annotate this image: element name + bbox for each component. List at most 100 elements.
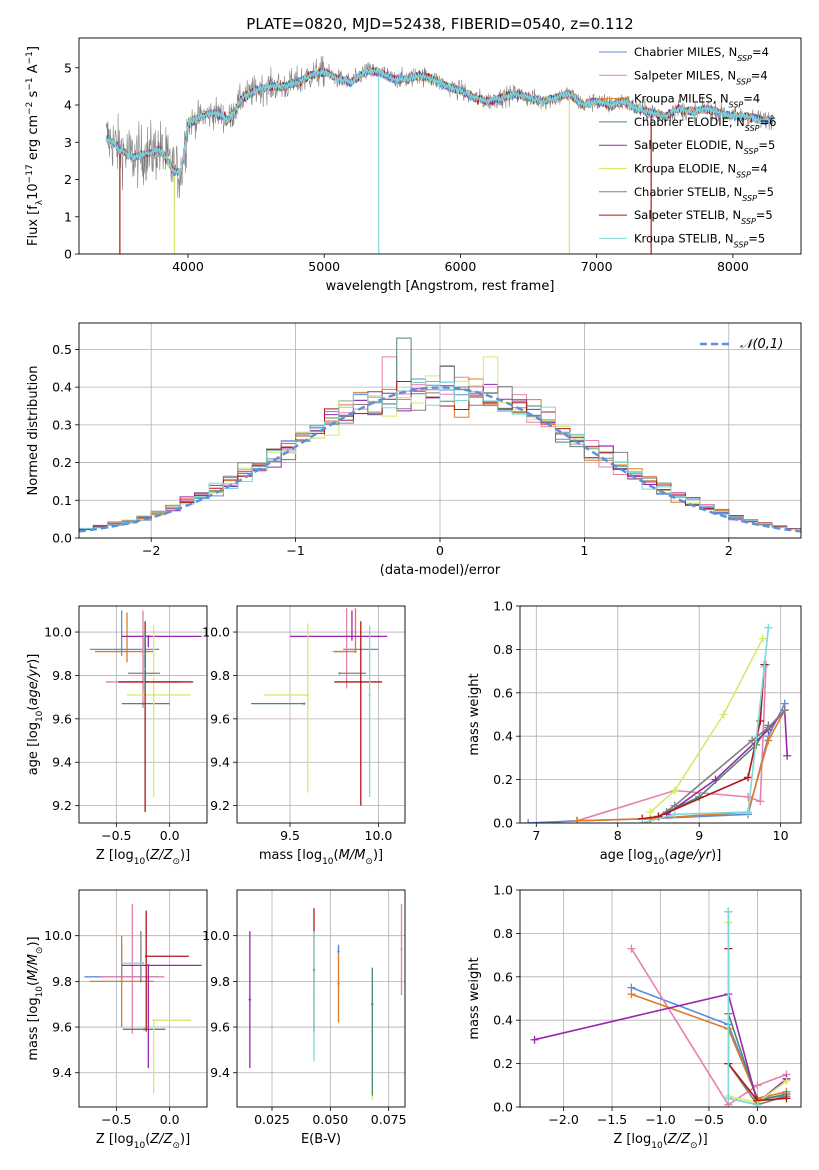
legend-label-salpeter_stelib: Salpeter STELIB, NSSP=5 [634, 208, 773, 226]
x-tick-label: 0.0 [160, 1112, 180, 1127]
y-axis-label: mass weight [467, 957, 482, 1039]
x-tick-label: 4000 [172, 259, 204, 274]
y-tick-label: 10.0 [202, 928, 230, 943]
weight-marker-kroupa_stelib [724, 1094, 733, 1103]
point-chabrier_elodie [303, 702, 306, 705]
chart-mass_vs_age: 9.5 10.0 9.2 9.4 9.6 9.8 10.0 mass [log10(M/M⊙)… [202, 605, 406, 867]
axes-frame [78, 605, 208, 824]
x-tick-label: 0.075 [371, 1112, 407, 1127]
point-kroupa_miles [120, 980, 123, 983]
point-chabrier_stelib [338, 672, 341, 675]
x-tick-label: 1 [580, 543, 588, 558]
x-tick-label: 0 [436, 543, 444, 558]
point-salpeter_stelib [145, 955, 148, 958]
axes-frame [78, 889, 208, 1108]
y-tick-label: 2 [64, 172, 72, 187]
x-tick-label: 2 [725, 543, 733, 558]
point-kroupa_elodie [306, 693, 309, 697]
x-tick-label: −0.5 [101, 828, 131, 843]
y-tick-label: 0.0 [52, 531, 72, 546]
plot-area [251, 608, 388, 806]
weight-marker-kroupa_elodie [719, 710, 728, 719]
residual-legend: 𝒩(0,1) [700, 337, 783, 352]
x-tick-label: −0.5 [694, 1112, 724, 1127]
x-tick-label: 8000 [717, 259, 749, 274]
y-tick-label: 0.4 [493, 729, 513, 744]
chart-age_vs_weight: 7 8 9 10 0.0 0.2 0.4 0.6 0.8 1.0 age [log10(age/yr… [467, 599, 802, 867]
spectrum-legend: Chabrier MILES, NSSP=4 Salpeter MILES, NS… [599, 45, 776, 249]
weight-line-kroupa_elodie [649, 638, 764, 813]
weight-marker-salpeter_miles [756, 797, 765, 806]
y-tick-label: 9.2 [210, 798, 230, 813]
chart-z_vs_mass: −0.5 0.0 9.4 9.6 9.8 10.0 Z [log10(Z/Z⊙)] mass … [26, 889, 208, 1151]
weight-marker-kroupa_stelib [760, 662, 769, 671]
point-chabrier_elodie [141, 702, 145, 705]
y-tick-label: 1.0 [493, 599, 513, 614]
point-chabrier_miles [120, 648, 123, 651]
x-tick-label: 10.0 [365, 828, 393, 843]
legend-label-chabrier_miles: Chabrier MILES, NSSP=4 [634, 45, 769, 63]
y-tick-label: 1.0 [493, 883, 513, 898]
histogram-chabrier_stelib [79, 366, 801, 530]
x-axis-label: mass [log10(M/M⊙)] [259, 848, 383, 867]
y-tick-label: 9.6 [52, 1020, 72, 1035]
spectrum-model-kroupa_stelib [105, 67, 774, 177]
x-tick-label: 5000 [308, 259, 340, 274]
point-kroupa_elodie [152, 1019, 155, 1022]
plot-area [530, 907, 791, 1107]
y-tick-label: 9.4 [52, 1065, 72, 1080]
weight-marker-salpeter_elodie [783, 751, 792, 760]
point-salpeter_miles [400, 948, 403, 951]
x-tick-label: 6000 [445, 259, 477, 274]
x-tick-label: 0.0 [747, 1112, 767, 1127]
y-tick-label: 10.0 [44, 625, 72, 640]
weight-marker-kroupa_stelib [638, 819, 647, 823]
weight-marker-kroupa_stelib [670, 810, 679, 819]
y-axis-label: Normed distribution [26, 366, 41, 496]
point-salpeter_elodie [147, 635, 150, 638]
y-tick-label: 0.2 [52, 455, 72, 470]
axes-frame [78, 37, 802, 255]
point-kroupa_miles [337, 982, 340, 985]
y-axis-label: age [log10(age/yr)] [26, 654, 45, 776]
point-kroupa_stelib [312, 991, 316, 994]
point-kroupa_stelib [368, 693, 371, 697]
x-tick-label: −0.5 [101, 1112, 131, 1127]
chart-z_vs_weight: −2.0 −1.5 −1.0 −0.5 0.0 0.0 0.2 0.4 0.6 0.8 1.0 Z [… [467, 883, 802, 1151]
weight-line-kroupa_miles [631, 993, 787, 1100]
weight-marker-kroupa_elodie [758, 634, 767, 643]
y-tick-label: 9.8 [210, 974, 230, 989]
weight-marker-salpeter_miles [753, 1081, 762, 1090]
weight-marker-kroupa_stelib [744, 808, 753, 817]
weight-marker-kroupa_miles [573, 816, 582, 823]
x-tick-label: 0.050 [312, 1112, 348, 1127]
axes-frame [236, 889, 406, 1108]
y-tick-label: 9.6 [52, 711, 72, 726]
weight-marker-kroupa_elodie [646, 808, 655, 817]
legend-label-salpeter_miles: Salpeter MILES, NSSP=4 [634, 68, 768, 86]
weight-marker-salpeter_miles [744, 792, 753, 801]
weight-marker-kroupa_elodie [782, 1076, 791, 1085]
axes-frame [236, 605, 406, 824]
y-tick-label: 0.0 [493, 816, 513, 831]
point-kroupa_miles [125, 650, 129, 653]
x-tick-label: 9 [695, 828, 703, 843]
y-tick-label: 10.0 [202, 625, 230, 640]
plot-area [105, 55, 774, 254]
y-tick-label: 0.4 [52, 380, 72, 395]
weight-marker-chabrier_stelib [748, 736, 757, 745]
plot-area [89, 610, 202, 813]
axes-frame [519, 889, 802, 1108]
point-salpeter_elodie [147, 964, 150, 967]
x-tick-label: 10 [773, 828, 789, 843]
weight-marker-chabrier_miles [524, 819, 533, 823]
legend-label-normal: 𝒩(0,1) [740, 337, 783, 352]
axes-frame [78, 322, 802, 539]
chart-residuals: −2 −1 0 1 2 0.0 0.1 0.2 0.3 0.4 0.5 (data-model)/er… [26, 322, 802, 578]
plot-area [84, 903, 202, 1094]
x-axis-label: Z [log10(Z/Z⊙)] [96, 1132, 190, 1151]
axes-frame [519, 605, 802, 824]
normal-curve [79, 386, 801, 533]
y-tick-label: 0.6 [493, 969, 513, 984]
